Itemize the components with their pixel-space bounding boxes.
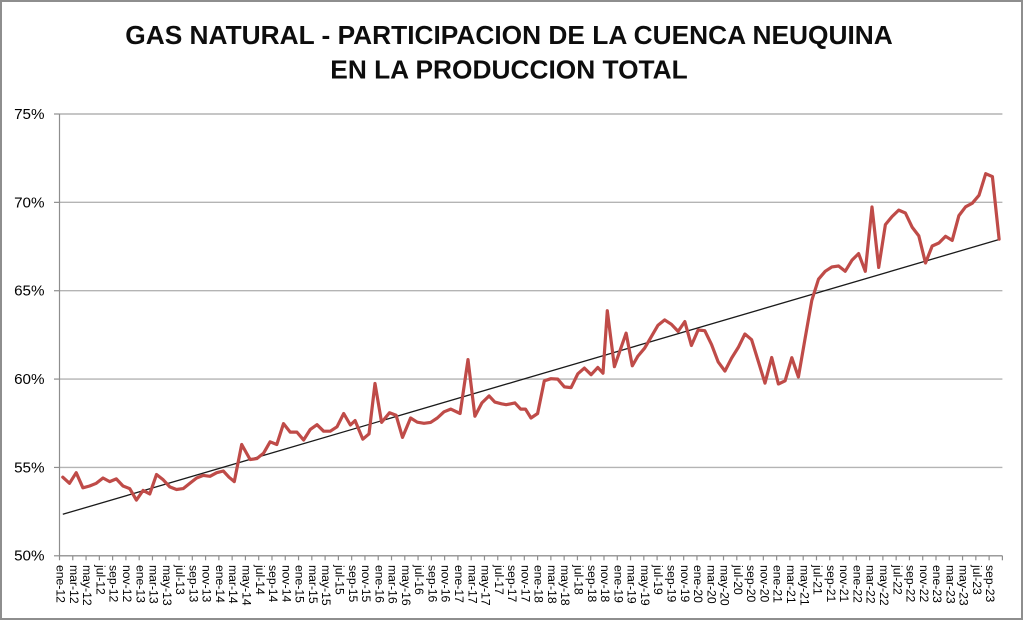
svg-text:ene-20: ene-20 xyxy=(691,565,705,603)
svg-text:sep-17: sep-17 xyxy=(505,565,519,602)
svg-text:mar-13: mar-13 xyxy=(147,565,161,604)
svg-text:mar-22: mar-22 xyxy=(864,565,878,604)
svg-text:sep-21: sep-21 xyxy=(824,565,838,602)
svg-text:may-14: may-14 xyxy=(240,565,254,606)
svg-text:sep-12: sep-12 xyxy=(107,565,121,602)
svg-text:jul-17: jul-17 xyxy=(492,564,506,595)
svg-text:EN LA PRODUCCION TOTAL: EN LA PRODUCCION TOTAL xyxy=(330,55,687,85)
svg-text:mar-23: mar-23 xyxy=(943,565,957,604)
svg-text:nov-12: nov-12 xyxy=(120,565,134,602)
svg-text:ene-21: ene-21 xyxy=(771,565,785,603)
svg-text:sep-23: sep-23 xyxy=(983,565,997,602)
svg-text:ene-15: ene-15 xyxy=(293,565,307,603)
svg-text:mar-21: mar-21 xyxy=(784,565,798,604)
svg-text:nov-13: nov-13 xyxy=(200,565,214,602)
svg-text:ene-17: ene-17 xyxy=(452,565,466,603)
svg-text:nov-16: nov-16 xyxy=(439,565,453,602)
svg-text:jul-16: jul-16 xyxy=(412,564,426,595)
svg-text:ene-22: ene-22 xyxy=(850,565,864,603)
svg-text:may-18: may-18 xyxy=(558,565,572,606)
svg-text:sep-20: sep-20 xyxy=(744,565,758,602)
svg-text:nov-21: nov-21 xyxy=(837,565,851,602)
svg-text:50%: 50% xyxy=(14,548,44,565)
svg-text:ene-13: ene-13 xyxy=(133,565,147,603)
svg-text:jul-14: jul-14 xyxy=(253,564,267,595)
svg-text:sep-19: sep-19 xyxy=(664,565,678,602)
svg-text:jul-20: jul-20 xyxy=(731,564,745,595)
svg-text:jul-18: jul-18 xyxy=(572,564,586,595)
svg-text:sep-16: sep-16 xyxy=(425,565,439,602)
svg-text:may-23: may-23 xyxy=(957,565,971,606)
svg-text:mar-14: mar-14 xyxy=(226,565,240,604)
svg-text:nov-17: nov-17 xyxy=(518,565,532,602)
svg-text:ene-23: ene-23 xyxy=(930,565,944,603)
svg-text:jul-22: jul-22 xyxy=(890,564,904,595)
svg-text:nov-15: nov-15 xyxy=(359,565,373,602)
svg-text:mar-18: mar-18 xyxy=(545,565,559,604)
svg-text:sep-14: sep-14 xyxy=(266,565,280,602)
svg-text:jul-13: jul-13 xyxy=(173,564,187,595)
svg-text:nov-18: nov-18 xyxy=(598,565,612,602)
svg-text:sep-22: sep-22 xyxy=(904,565,918,602)
svg-text:mar-17: mar-17 xyxy=(465,565,479,604)
svg-text:GAS NATURAL - PARTICIPACION DE: GAS NATURAL - PARTICIPACION DE LA CUENCA… xyxy=(125,20,892,50)
svg-text:mar-19: mar-19 xyxy=(625,565,639,604)
svg-text:mar-12: mar-12 xyxy=(67,565,81,604)
svg-text:may-22: may-22 xyxy=(877,565,891,606)
svg-text:nov-14: nov-14 xyxy=(279,565,293,602)
svg-text:mar-16: mar-16 xyxy=(386,565,400,604)
svg-text:sep-18: sep-18 xyxy=(585,565,599,602)
svg-text:65%: 65% xyxy=(14,283,44,300)
svg-text:may-20: may-20 xyxy=(718,565,732,606)
svg-text:nov-19: nov-19 xyxy=(678,565,692,602)
svg-text:55%: 55% xyxy=(14,459,44,476)
svg-text:nov-22: nov-22 xyxy=(917,565,931,602)
svg-text:may-12: may-12 xyxy=(80,565,94,606)
svg-text:sep-13: sep-13 xyxy=(186,565,200,602)
svg-text:ene-12: ene-12 xyxy=(54,565,68,603)
svg-text:jul-12: jul-12 xyxy=(93,564,107,595)
svg-text:mar-20: mar-20 xyxy=(704,565,718,604)
svg-text:ene-19: ene-19 xyxy=(611,565,625,603)
svg-text:jul-15: jul-15 xyxy=(332,564,346,595)
svg-text:jul-23: jul-23 xyxy=(970,564,984,595)
svg-text:jul-19: jul-19 xyxy=(651,564,665,595)
svg-text:may-15: may-15 xyxy=(319,565,333,606)
svg-text:mar-15: mar-15 xyxy=(306,565,320,604)
svg-text:60%: 60% xyxy=(14,371,44,388)
svg-text:may-19: may-19 xyxy=(638,565,652,606)
svg-text:may-17: may-17 xyxy=(479,565,493,606)
svg-text:may-13: may-13 xyxy=(160,565,174,606)
svg-text:ene-14: ene-14 xyxy=(213,565,227,603)
svg-text:ene-18: ene-18 xyxy=(532,565,546,603)
svg-text:jul-21: jul-21 xyxy=(811,564,825,595)
svg-text:ene-16: ene-16 xyxy=(372,565,386,603)
svg-text:sep-15: sep-15 xyxy=(346,565,360,602)
svg-text:70%: 70% xyxy=(14,194,44,211)
svg-text:may-21: may-21 xyxy=(797,565,811,606)
svg-text:may-16: may-16 xyxy=(399,565,413,606)
svg-text:75%: 75% xyxy=(14,106,44,123)
svg-text:nov-20: nov-20 xyxy=(757,565,771,602)
